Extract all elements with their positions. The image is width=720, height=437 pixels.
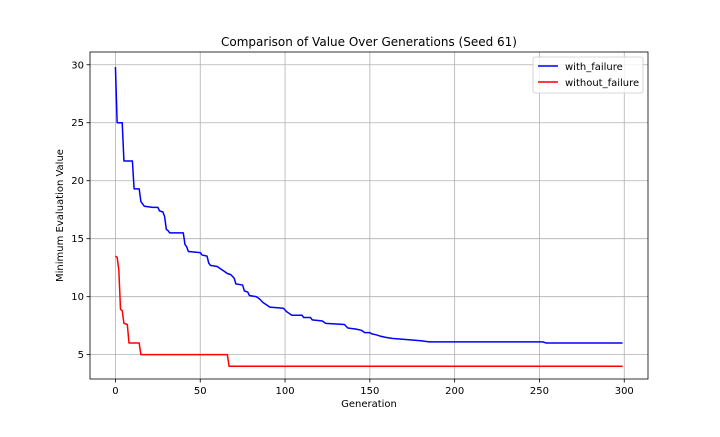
legend-label-with-failure: with_failure (565, 62, 623, 73)
axis-ticks: 0 50 100 150 200 250 300 5 10 15 20 25 30 (71, 60, 634, 397)
x-tick-label: 50 (194, 386, 207, 397)
x-tick-label: 100 (275, 386, 294, 397)
x-tick-label: 150 (360, 386, 379, 397)
x-tick-label: 0 (112, 386, 118, 397)
chart-title: Comparison of Value Over Generations (Se… (221, 35, 517, 49)
plot-area-frame (89, 51, 649, 380)
series-line-with-failure (114, 67, 623, 344)
x-axis-label: Generation (341, 399, 397, 410)
series-line-without-failure (115, 255, 623, 367)
y-axis-label: Minimum Evaluation Value (55, 149, 66, 282)
y-tick-label: 15 (71, 234, 84, 245)
legend: with_failure without_failure (532, 56, 644, 94)
legend-label-without-failure: without_failure (565, 78, 639, 89)
y-tick-label: 30 (71, 60, 84, 71)
x-tick-label: 200 (445, 386, 464, 397)
y-tick-label: 25 (71, 118, 84, 129)
legend-box (532, 56, 644, 94)
series-lines (114, 67, 623, 367)
x-tick-label: 300 (615, 386, 634, 397)
x-tick-label: 250 (530, 386, 549, 397)
y-tick-label: 10 (71, 292, 84, 303)
y-tick-label: 20 (71, 176, 84, 187)
y-tick-label: 5 (78, 350, 84, 361)
